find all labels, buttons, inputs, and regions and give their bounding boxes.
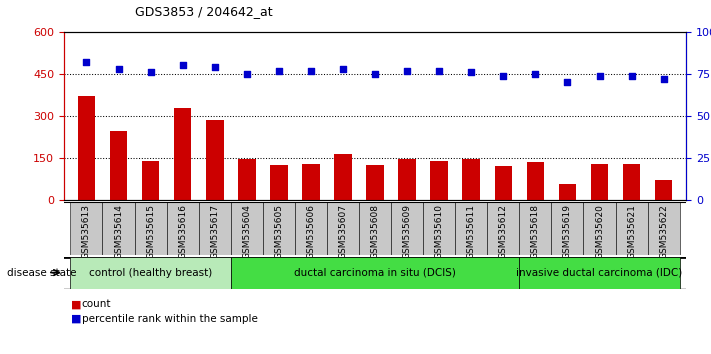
Text: GSM535612: GSM535612: [499, 204, 508, 259]
Point: [626, 73, 637, 79]
Bar: [591, 164, 609, 200]
Bar: [109, 131, 127, 200]
Bar: [584, 202, 616, 255]
Text: GSM535607: GSM535607: [338, 204, 348, 259]
Text: GSM535609: GSM535609: [402, 204, 412, 259]
Point: [594, 73, 605, 79]
Bar: [487, 202, 519, 255]
Bar: [623, 164, 641, 200]
Point: [562, 80, 573, 85]
Bar: [77, 96, 95, 200]
Point: [113, 66, 124, 72]
Bar: [616, 202, 648, 255]
Point: [498, 73, 509, 79]
Text: ■: ■: [71, 299, 82, 309]
Bar: [327, 202, 359, 255]
Bar: [173, 108, 191, 200]
Bar: [398, 159, 416, 200]
Bar: [263, 202, 295, 255]
Text: count: count: [82, 299, 111, 309]
Bar: [519, 202, 552, 255]
Text: GSM535620: GSM535620: [595, 204, 604, 259]
Bar: [238, 159, 255, 200]
Text: GSM535616: GSM535616: [178, 204, 187, 259]
Text: ■: ■: [71, 314, 82, 324]
Bar: [231, 202, 263, 255]
Text: disease state: disease state: [7, 268, 77, 278]
Point: [466, 69, 477, 75]
Bar: [648, 202, 680, 255]
Text: GSM535618: GSM535618: [531, 204, 540, 259]
Point: [402, 68, 413, 73]
Bar: [134, 202, 166, 255]
Bar: [423, 202, 455, 255]
Bar: [198, 202, 231, 255]
Bar: [559, 184, 577, 200]
Bar: [359, 202, 391, 255]
Point: [305, 68, 316, 73]
Bar: [455, 202, 487, 255]
Text: GSM535611: GSM535611: [466, 204, 476, 259]
Text: invasive ductal carcinoma (IDC): invasive ductal carcinoma (IDC): [516, 268, 683, 278]
Text: percentile rank within the sample: percentile rank within the sample: [82, 314, 257, 324]
Text: ductal carcinoma in situ (DCIS): ductal carcinoma in situ (DCIS): [294, 268, 456, 278]
Bar: [430, 161, 448, 200]
Bar: [302, 164, 320, 200]
Text: GSM535621: GSM535621: [627, 204, 636, 259]
Point: [434, 68, 445, 73]
Bar: [70, 202, 102, 255]
Bar: [519, 257, 680, 289]
Bar: [655, 181, 673, 200]
Point: [81, 59, 92, 65]
Bar: [166, 202, 198, 255]
Bar: [527, 162, 544, 200]
Point: [273, 68, 284, 73]
Text: GSM535605: GSM535605: [274, 204, 284, 259]
Bar: [270, 165, 288, 200]
Bar: [141, 161, 159, 200]
Text: GSM535606: GSM535606: [306, 204, 316, 259]
Bar: [295, 202, 327, 255]
Bar: [391, 202, 423, 255]
Point: [658, 76, 669, 82]
Text: GSM535615: GSM535615: [146, 204, 155, 259]
Text: GSM535613: GSM535613: [82, 204, 91, 259]
Text: GSM535619: GSM535619: [563, 204, 572, 259]
Bar: [495, 166, 512, 200]
Point: [337, 66, 348, 72]
Point: [145, 69, 156, 75]
Text: GSM535622: GSM535622: [659, 204, 668, 259]
Text: control (healthy breast): control (healthy breast): [89, 268, 212, 278]
Bar: [334, 154, 352, 200]
Text: GSM535610: GSM535610: [434, 204, 444, 259]
Text: GDS3853 / 204642_at: GDS3853 / 204642_at: [135, 5, 273, 18]
Point: [370, 71, 381, 77]
Point: [241, 71, 252, 77]
Point: [177, 63, 188, 68]
Bar: [462, 159, 480, 200]
Point: [209, 64, 220, 70]
Bar: [70, 257, 231, 289]
Bar: [231, 257, 519, 289]
Point: [530, 71, 541, 77]
Bar: [102, 202, 134, 255]
Text: GSM535604: GSM535604: [242, 204, 251, 259]
Bar: [552, 202, 584, 255]
Bar: [206, 120, 223, 200]
Text: GSM535617: GSM535617: [210, 204, 219, 259]
Text: GSM535608: GSM535608: [370, 204, 380, 259]
Text: GSM535614: GSM535614: [114, 204, 123, 259]
Bar: [366, 165, 384, 200]
